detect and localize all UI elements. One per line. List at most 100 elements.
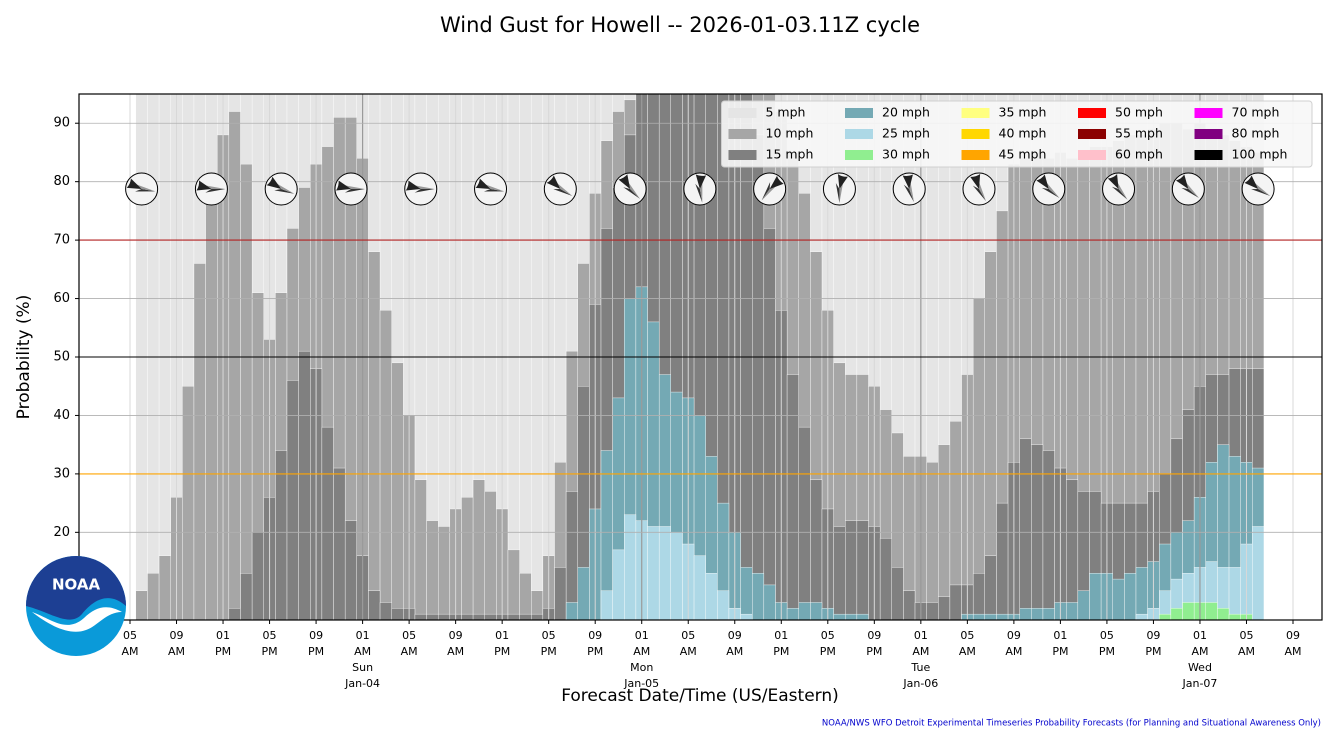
bar	[856, 520, 869, 620]
wind-glyph	[962, 172, 996, 206]
wind-arrow	[274, 189, 295, 194]
legend-swatch	[1194, 150, 1223, 160]
legend-swatch	[1194, 129, 1223, 139]
legend-label: 15 mph	[766, 147, 814, 162]
legend-label: 40 mph	[999, 126, 1047, 141]
x-tick-label: 01 AM Sun Jan-04	[345, 629, 381, 690]
bar	[1182, 602, 1195, 620]
x-tick-label: 09 AM	[1005, 629, 1023, 658]
wind-arrow	[1041, 187, 1060, 198]
wind-glyph	[1032, 172, 1066, 206]
legend-swatch	[961, 108, 990, 118]
bar	[507, 94, 520, 620]
bar	[228, 608, 241, 620]
x-tick-label: 01 PM	[1052, 629, 1069, 658]
bar	[693, 555, 706, 620]
wind-arrow-shade	[1046, 182, 1060, 198]
bar	[1170, 608, 1183, 620]
bar	[996, 613, 1009, 620]
bar	[519, 573, 532, 620]
bar	[1252, 526, 1265, 620]
wind-tail	[837, 174, 848, 189]
x-tick-label: 05 AM	[679, 629, 697, 658]
bar	[670, 532, 683, 620]
bar	[926, 602, 939, 620]
wind-arrow-shade	[205, 185, 226, 189]
footnote: NOAA/NWS WFO Detroit Experimental Timese…	[822, 719, 1321, 729]
wind-glyph	[1171, 172, 1205, 206]
wind-arrow	[553, 189, 573, 196]
bar	[717, 590, 730, 620]
bar	[833, 526, 846, 620]
bar	[391, 608, 404, 620]
bar	[949, 584, 962, 620]
x-tick-label: 01 PM	[214, 629, 232, 658]
bar	[810, 479, 823, 620]
bar	[938, 596, 951, 620]
bar	[135, 94, 148, 620]
bar	[426, 520, 439, 620]
wind-glyph	[194, 172, 228, 206]
wind-tail	[1036, 174, 1049, 189]
bar	[484, 491, 497, 620]
wind-tail	[475, 178, 491, 189]
bar	[845, 613, 858, 620]
legend-label: 80 mph	[1232, 126, 1280, 141]
logo-top	[26, 556, 126, 620]
bar	[1077, 590, 1090, 620]
legend-label: 70 mph	[1232, 105, 1280, 120]
legend-label: 55 mph	[1115, 126, 1163, 141]
logo-text: NOAA	[52, 576, 101, 594]
legend-label: 45 mph	[999, 147, 1047, 162]
y-tick-label: 70	[53, 233, 70, 248]
wind-glyph	[404, 172, 438, 206]
bar	[286, 380, 299, 620]
bar	[1228, 567, 1241, 620]
bar	[984, 555, 997, 620]
bar	[798, 602, 811, 620]
bar	[565, 491, 578, 620]
wind-arrow	[414, 189, 435, 193]
wind-arrow	[903, 184, 914, 203]
bar	[1205, 602, 1218, 620]
y-tick-label: 60	[53, 291, 70, 306]
x-tick-label: 09 PM	[866, 629, 883, 658]
bar	[240, 573, 253, 620]
bar	[461, 613, 474, 620]
bar	[1019, 438, 1032, 620]
bar	[891, 567, 904, 620]
x-tick-label: 05 AM	[958, 629, 976, 658]
wind-arrow	[1251, 189, 1271, 196]
bar	[426, 613, 439, 620]
x-tick-label: 09 AM	[168, 629, 186, 658]
x-tick-label: 05 AM	[400, 629, 418, 658]
legend-label: 35 mph	[999, 105, 1047, 120]
legend-swatch	[1078, 150, 1106, 160]
wind-arrow	[344, 189, 365, 193]
x-tick-label: 05 AM	[1237, 629, 1255, 658]
bar	[786, 374, 799, 620]
wind-arrow	[972, 185, 986, 202]
wind-glyph	[334, 172, 368, 206]
y-tick-label: 30	[53, 466, 70, 481]
bar	[658, 526, 671, 620]
bar	[1031, 608, 1044, 620]
bar	[251, 532, 264, 620]
bar	[333, 467, 346, 620]
x-tick-label: 09 PM	[308, 629, 325, 658]
wind-tail	[546, 175, 561, 189]
legend-swatch	[1078, 129, 1106, 139]
wind-tail	[618, 174, 631, 189]
bar	[368, 590, 381, 620]
legend-swatch	[961, 150, 990, 160]
bar	[484, 613, 497, 620]
wind-arrow-shade	[136, 184, 156, 192]
bar	[205, 187, 218, 620]
wind-arrow	[623, 187, 640, 199]
bar	[833, 613, 846, 620]
wind-arrow-shade	[1117, 182, 1128, 200]
logo-wave	[32, 607, 122, 632]
bar	[624, 514, 637, 620]
bar	[740, 613, 753, 620]
